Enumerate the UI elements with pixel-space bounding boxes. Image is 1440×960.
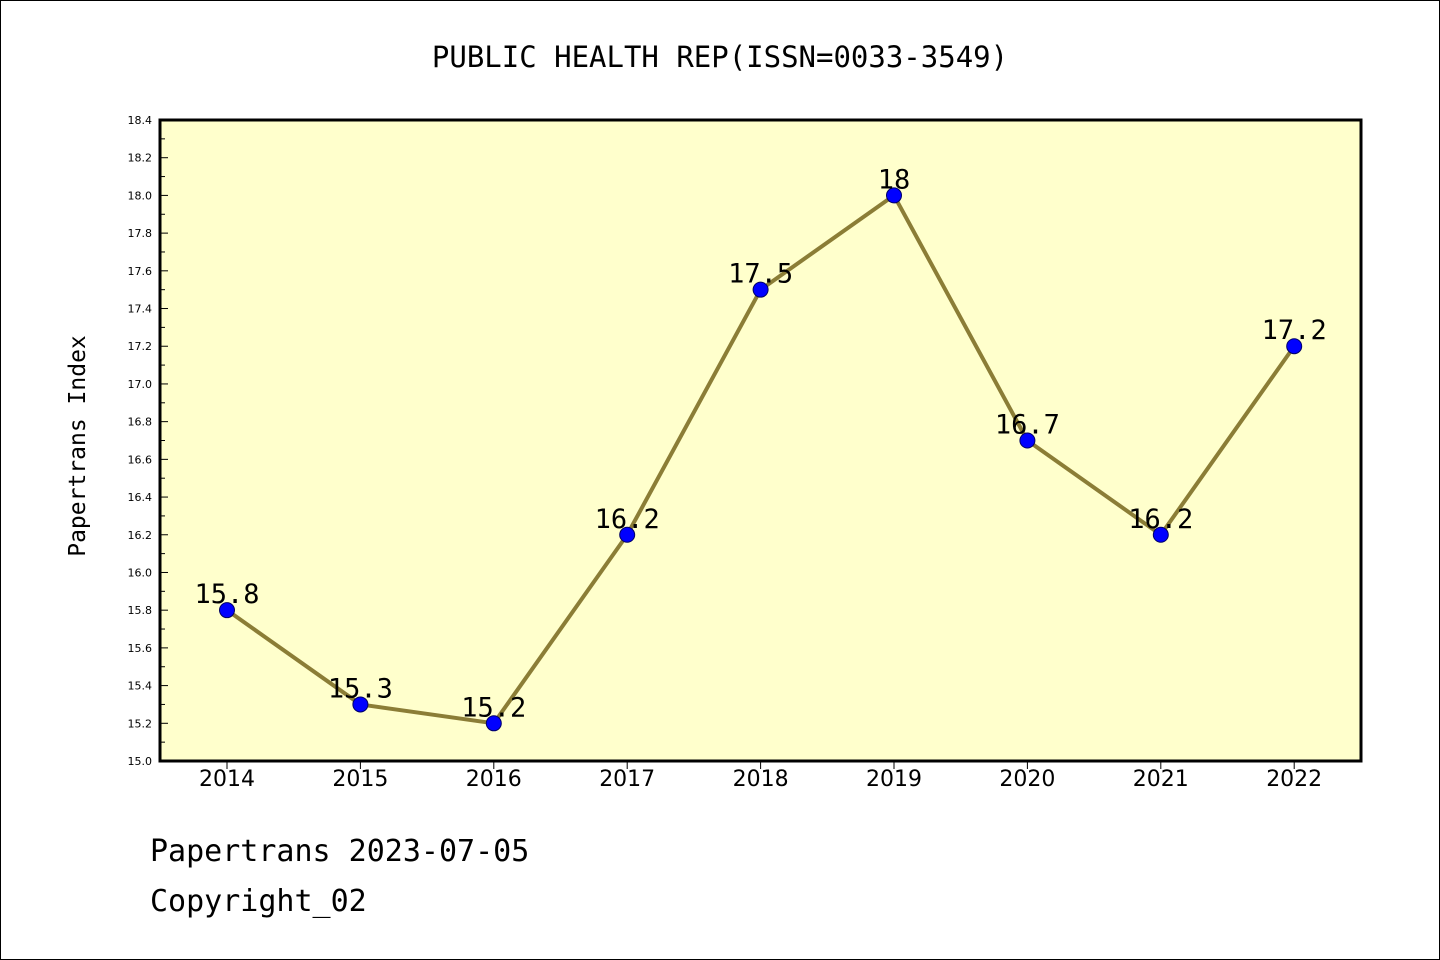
- x-tick-label: 2021: [1133, 767, 1189, 792]
- data-point-label: 17.2: [1262, 315, 1327, 346]
- data-markers: [219, 187, 1303, 732]
- x-tick-label: 2017: [599, 767, 655, 792]
- y-tick-label: 17.4: [128, 303, 153, 316]
- chart-title: PUBLIC HEALTH REP(ISSN=0033-3549): [432, 40, 1008, 74]
- x-tick-label: 2015: [332, 767, 388, 792]
- plot-area: [160, 120, 1361, 761]
- data-point-label: 16.2: [1128, 504, 1193, 535]
- data-point-marker: [752, 281, 769, 298]
- footer-date-text: Papertrans 2023-07-05: [150, 834, 530, 869]
- data-point-label: 15.3: [328, 673, 393, 704]
- y-tick-label: 16.6: [128, 453, 153, 466]
- data-point-marker: [219, 602, 235, 619]
- data-point-label: 17.5: [728, 259, 793, 290]
- data-point-marker: [1152, 526, 1169, 543]
- data-point-label: 18: [878, 164, 911, 195]
- data-point-label: 16.7: [995, 410, 1060, 441]
- data-point-marker: [1019, 432, 1036, 449]
- x-tick-label: 2022: [1266, 767, 1322, 792]
- y-tick-label: 15.4: [128, 680, 153, 693]
- x-tick-label: 2018: [733, 767, 789, 792]
- y-tick-label: 18.2: [128, 152, 153, 165]
- y-tick-label: 15.6: [128, 642, 153, 655]
- y-tick-label: 16.4: [128, 491, 153, 504]
- y-tick-label: 15.0: [128, 755, 153, 768]
- y-tick-label: 17.8: [128, 227, 153, 240]
- y-tick-label: 17.0: [128, 378, 153, 391]
- y-tick-label: 18.4: [128, 114, 153, 127]
- footer-copyright-text: Copyright_02: [150, 884, 367, 919]
- data-point-label: 16.2: [595, 504, 660, 535]
- y-tick-label: 16.8: [128, 416, 153, 429]
- x-tick-label: 2020: [999, 767, 1055, 792]
- data-point-marker: [352, 696, 369, 713]
- y-tick-label: 15.8: [128, 604, 153, 617]
- y-axis-label: Papertrans Index: [65, 335, 91, 557]
- y-tick-label: 17.2: [128, 340, 153, 353]
- x-tick-label: 2014: [199, 767, 255, 792]
- data-point-marker: [886, 187, 902, 204]
- data-point-label: 15.2: [461, 692, 526, 723]
- data-point-marker: [619, 526, 636, 543]
- data-point-marker: [1286, 338, 1303, 355]
- data-point-marker: [485, 715, 502, 732]
- data-labels: 15.8 15.3 15.2 16.2 17.5 18 16.7 16.2 17.2: [194, 164, 1326, 723]
- y-tick-label: 16.0: [128, 566, 153, 579]
- y-tick-label: 17.6: [128, 265, 153, 278]
- y-tick-label: 18.0: [128, 189, 153, 202]
- x-axis-ticks: 2014 2015 2016 2017 2018 2019 2020 2021 2022: [199, 761, 1322, 792]
- x-tick-label: 2019: [866, 767, 922, 792]
- plot-border: [158, 118, 1363, 763]
- x-tick-label: 2016: [466, 767, 522, 792]
- y-tick-label: 16.2: [128, 529, 153, 542]
- y-tick-label: 15.2: [128, 717, 153, 730]
- data-point-label: 15.8: [194, 579, 259, 610]
